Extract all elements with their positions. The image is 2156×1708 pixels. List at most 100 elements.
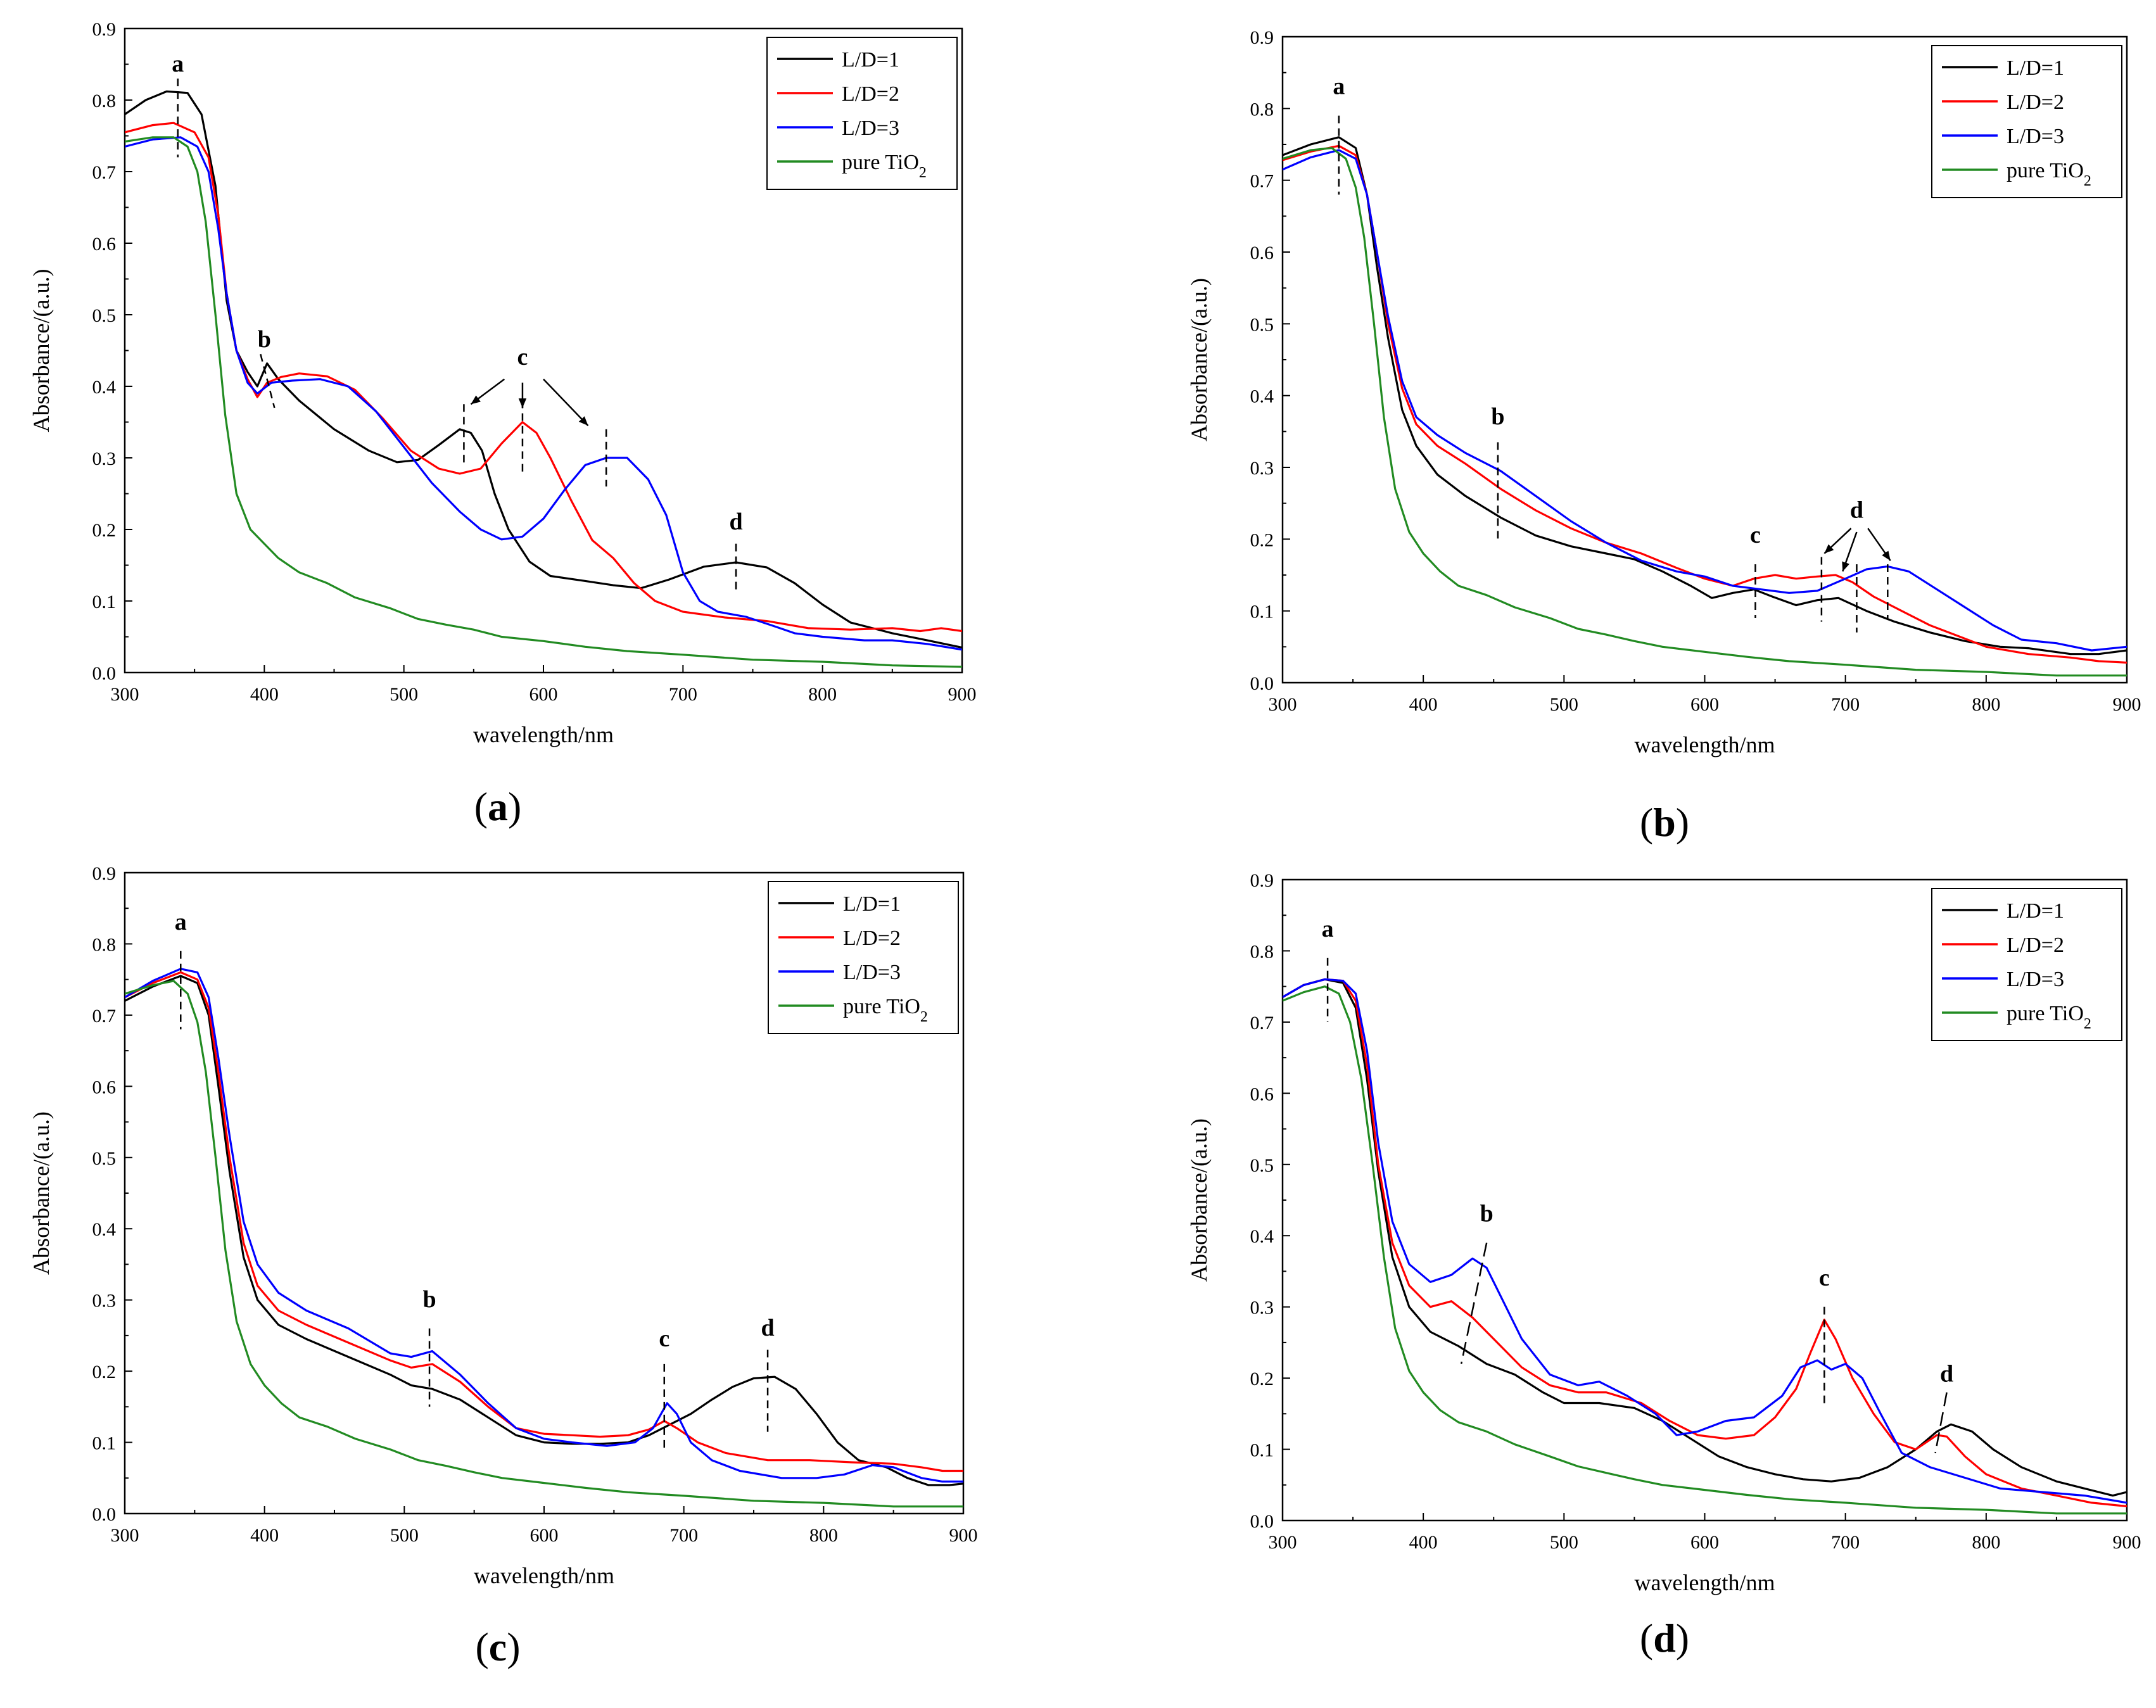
series-line-2 [1283, 978, 2127, 1508]
peak-label-b: b [422, 1286, 436, 1313]
peak-label-b: b [1491, 403, 1504, 430]
x-tick-label: 600 [530, 1525, 559, 1546]
legend-box [1931, 45, 2122, 198]
y-tick-label: 0.9 [1250, 870, 1274, 891]
series-line-1 [1283, 978, 2127, 1497]
x-tick-label: 700 [669, 1525, 698, 1546]
y-tick-label: 0.3 [1250, 458, 1274, 479]
x-tick-label: 800 [808, 684, 837, 705]
series-line-2 [125, 971, 963, 1472]
panel-caption: (d) [1640, 1616, 1689, 1661]
panel-caption: (b) [1640, 800, 1689, 845]
y-tick-label: 0.1 [1250, 602, 1274, 623]
x-tick-label: 900 [948, 684, 977, 705]
legend-box [768, 881, 959, 1034]
y-tick-label: 0.6 [1250, 243, 1274, 263]
panel-d: 300 400 500 600 700 800 900 0.0 0.1 0.2 0.3 0.4 0.5 0… [1186, 870, 2141, 1661]
peak-label-d: d [1940, 1361, 1953, 1388]
y-tick-label: 0.6 [92, 234, 117, 255]
y-tick-label: 0.4 [92, 377, 117, 398]
arrow-line [543, 378, 589, 427]
x-tick-label: 800 [1972, 1532, 2000, 1553]
y-axis-label: Absorbance/(a.u.) [29, 1111, 54, 1275]
x-tick-label: 400 [250, 684, 279, 705]
x-tick-label: 900 [2113, 694, 2141, 715]
x-tick-label: 300 [111, 1525, 139, 1546]
x-tick-label: 500 [1550, 1532, 1578, 1553]
series-line-4 [1283, 985, 2127, 1515]
y-tick-label: 0.4 [92, 1219, 117, 1240]
series-line-1 [125, 975, 963, 1486]
x-tick-label: 900 [2113, 1532, 2141, 1553]
x-tick-label: 500 [390, 684, 418, 705]
series-line-3 [125, 968, 963, 1483]
series-line-1 [1283, 136, 2127, 655]
legend-entry: L/D=1 [2007, 899, 2064, 923]
legend-entry: L/D=1 [843, 892, 901, 916]
arrow-head [578, 416, 588, 426]
x-tick-label: 700 [1831, 694, 1860, 715]
y-tick-label: 0.5 [92, 305, 117, 326]
y-tick-label: 0.4 [1250, 386, 1274, 407]
x-tick-label: 800 [809, 1525, 838, 1546]
arrow-head [1824, 544, 1834, 554]
y-tick-label: 0.4 [1250, 1226, 1274, 1247]
peak-label-b: b [1480, 1201, 1493, 1227]
legend-entry: L/D=2 [842, 82, 899, 106]
series-group [125, 968, 963, 1508]
legend-entry: L/D=3 [2007, 125, 2064, 148]
x-axis-label: wavelength/nm [473, 722, 614, 747]
legend-entry: L/D=1 [842, 48, 899, 72]
peak-label-b: b [258, 326, 271, 353]
y-tick-label: 0.2 [1250, 529, 1274, 550]
panel-caption: (a) [474, 784, 522, 829]
y-tick-label: 0.7 [92, 1006, 117, 1027]
y-axis-label: Absorbance/(a.u.) [1186, 278, 1212, 441]
series-line-4 [1283, 147, 2127, 677]
peak-label-a: a [1322, 916, 1334, 942]
series-line-2 [1283, 144, 2127, 664]
x-tick-label: 500 [390, 1525, 419, 1546]
y-tick-label: 0.1 [1250, 1440, 1274, 1461]
x-tick-label: 400 [1409, 694, 1438, 715]
legend-entry: L/D=1 [2007, 56, 2064, 80]
legend-entry: L/D=2 [843, 927, 901, 950]
y-tick-label: 0.6 [92, 1077, 117, 1098]
y-tick-label: 0.3 [92, 1291, 117, 1312]
arrow-head [1882, 550, 1891, 561]
y-tick-label: 0.3 [92, 448, 117, 469]
x-axis-label: wavelength/nm [1635, 1570, 1775, 1595]
y-tick-label: 0.9 [92, 19, 117, 40]
y-tick-label: 0.2 [92, 1362, 117, 1382]
legend-entry: L/D=3 [843, 961, 901, 984]
x-tick-label: 700 [669, 684, 697, 705]
y-tick-label: 0.9 [1250, 27, 1274, 48]
legend-entry: L/D=3 [842, 117, 899, 140]
x-tick-label: 400 [250, 1525, 279, 1546]
y-tick-label: 0.1 [92, 1433, 117, 1454]
legend-entry: L/D=3 [2007, 968, 2064, 991]
y-tick-label: 0.8 [92, 934, 117, 955]
x-tick-label: 300 [1269, 694, 1297, 715]
y-tick-label: 0.1 [92, 591, 117, 612]
y-tick-label: 0.8 [92, 91, 117, 111]
y-tick-label: 0.8 [1250, 99, 1274, 120]
peak-label-a: a [1333, 73, 1345, 100]
arrow-head [471, 395, 481, 405]
peak-label-c: c [1819, 1265, 1830, 1291]
y-tick-label: 0.7 [92, 162, 117, 183]
y-tick-label: 0.5 [92, 1148, 117, 1169]
y-tick-label: 0.5 [1250, 314, 1274, 335]
y-tick-label: 0.2 [1250, 1369, 1274, 1389]
y-tick-label: 0.9 [92, 863, 117, 884]
panel-c: 300 400 500 600 700 800 900 0.0 0.1 0.2 0.3 0.4 0.5 0… [29, 863, 978, 1669]
peak-label-c: c [1750, 522, 1761, 548]
series-group [1283, 136, 2127, 677]
y-axis-label: Absorbance/(a.u.) [29, 269, 54, 433]
legend-box [1931, 888, 2122, 1041]
peak-label-a: a [175, 909, 187, 935]
x-tick-label: 600 [529, 684, 558, 705]
